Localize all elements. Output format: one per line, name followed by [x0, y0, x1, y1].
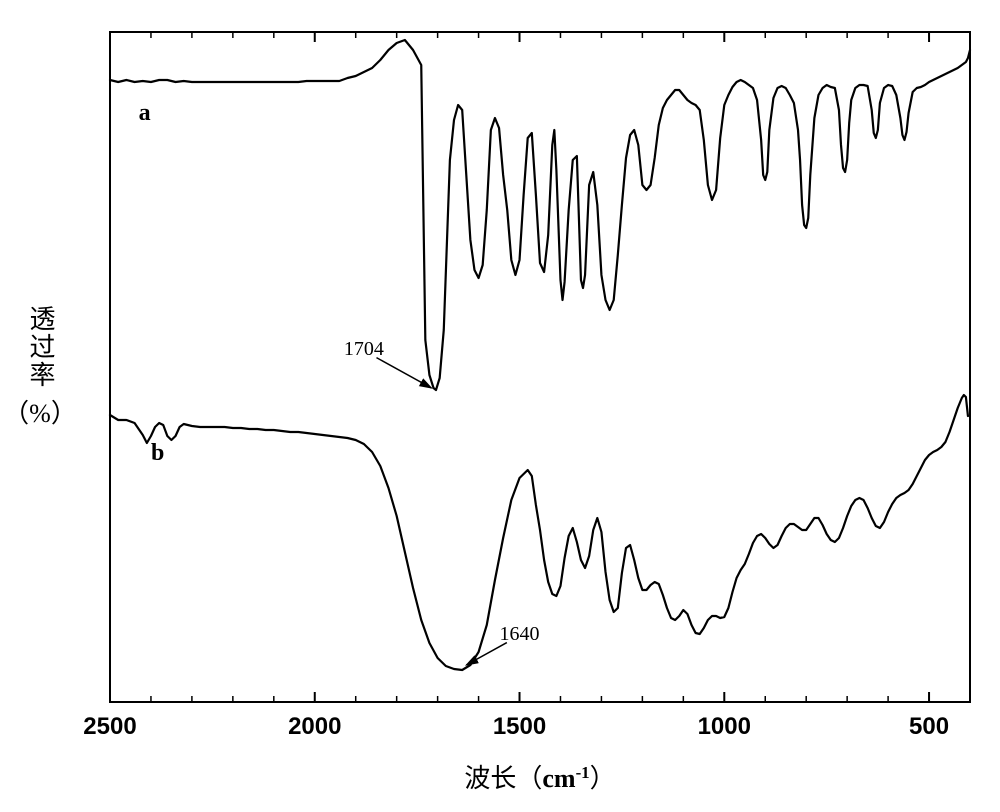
peak-annotation: 1640: [500, 623, 540, 645]
x-tick-label: 1000: [698, 713, 751, 740]
x-tick-label: 2500: [83, 713, 136, 740]
annotation-arrow: [376, 358, 431, 388]
series-b-label: b: [151, 440, 164, 466]
peak-annotation: 1704: [344, 338, 384, 360]
x-tick-label: 1500: [493, 713, 546, 740]
annotation-arrow: [466, 643, 507, 665]
x-tick-label: 2000: [288, 713, 341, 740]
chart-svg: 2500 2000 1500 1000 500 波长（cm-1） a b 1704 1640: [0, 0, 1000, 812]
x-axis-label: 波长（cm-1）: [464, 763, 615, 794]
ir-spectrum-figure: 透过率 （%） 2500200015001000500波长（cm-1）ab170…: [0, 0, 1000, 812]
series-a: [110, 40, 970, 390]
series-a-label: a: [139, 100, 151, 126]
x-tick-label: 500: [909, 713, 949, 740]
